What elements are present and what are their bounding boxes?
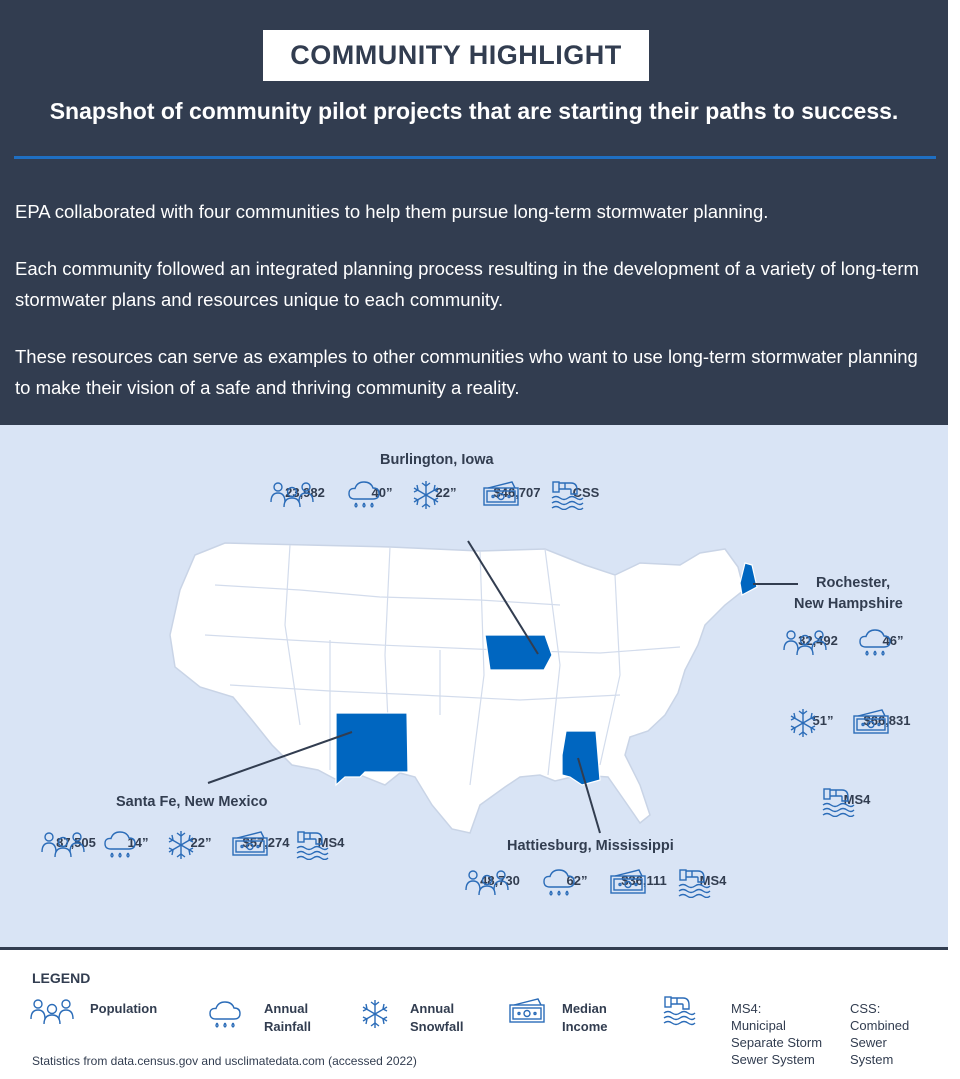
money-icon — [483, 481, 519, 506]
rainfall-icon — [859, 629, 891, 656]
santafe-income: $57,274 — [231, 830, 301, 856]
money-icon — [610, 869, 646, 894]
legend-income-label-2: Income — [562, 1019, 608, 1034]
legend-css-line3: Sewer — [850, 1035, 887, 1050]
snowflake-icon — [362, 999, 388, 1029]
burlington-population: 23,982 — [270, 480, 340, 508]
rochester-income: $66,831 — [852, 708, 922, 734]
santafe-population: 87,505 — [41, 830, 111, 858]
state-new-hampshire — [739, 562, 758, 596]
sewer-pipe-icon — [678, 869, 711, 898]
hattiesburg-title: Hattiesburg, Mississippi — [507, 838, 674, 854]
rochester-rainfall: 46” — [858, 628, 928, 656]
rochester-title-line1: Rochester, — [816, 575, 891, 591]
sewer-pipe-icon — [822, 788, 855, 817]
legend-ms4-line3: Separate Storm — [731, 1035, 823, 1050]
burlington-snowfall-value: 22” — [435, 485, 457, 500]
burlington-income: $46,707 — [482, 480, 552, 506]
legend-css-title: CSS: — [850, 1001, 881, 1016]
legend-css-line2: Combined — [850, 1018, 910, 1033]
callout-lines — [207, 540, 798, 834]
sewer-pipe-icon — [296, 831, 329, 860]
rainfall-icon — [209, 1001, 241, 1028]
snowflake-icon — [790, 708, 816, 738]
sewer-pipe-icon — [663, 996, 696, 1026]
rainfall-icon — [104, 831, 136, 858]
legend-population-label: Population — [90, 1001, 158, 1016]
hattiesburg-system: MS4 — [678, 868, 748, 898]
santafe-rainfall: 14” — [103, 830, 173, 858]
state-iowa — [484, 634, 553, 671]
sewer-pipe-icon — [551, 481, 584, 510]
burlington-system-value: CSS — [572, 485, 600, 500]
legend-snowfall-label-1: Annual — [410, 1001, 455, 1016]
legend-income-label-1: Median — [562, 1001, 607, 1016]
rochester-system: MS4 — [822, 787, 892, 817]
badge-text: COMMUNITY HIGHLIGHT — [290, 40, 622, 70]
legend-ms4-title: MS4: — [731, 1001, 762, 1016]
hattiesburg-system-value: MS4 — [699, 873, 727, 888]
state-new-mexico — [335, 712, 409, 787]
state-borders — [204, 544, 681, 786]
rochester-system-value: MS4 — [843, 792, 871, 807]
map-panel: Burlington, Iowa 23,982 40” 22” $46,707 … — [0, 425, 948, 949]
population-icon — [270, 482, 314, 508]
santafe-system: MS4 — [296, 830, 366, 860]
santafe-system-value: MS4 — [317, 835, 345, 850]
rochester-title-line2: New Hampshire — [794, 596, 903, 612]
money-icon — [853, 709, 889, 734]
page-subtitle: Snapshot of community pilot projects tha… — [49, 98, 899, 124]
burlington-title: Burlington, Iowa — [380, 452, 494, 468]
burlington-snowfall: 22” — [411, 480, 481, 510]
rochester-population: 32,492 — [783, 628, 853, 656]
santafe-snowfall: 22” — [166, 830, 236, 860]
legend-css-line4: System — [850, 1052, 894, 1067]
santafe-income-value: $57,274 — [242, 835, 290, 850]
burlington-income-value: $46,707 — [493, 485, 541, 500]
map-bottom-divider — [0, 947, 948, 950]
rainfall-icon — [543, 869, 575, 896]
rochester-snowfall-value: 51” — [812, 713, 834, 728]
rochester-snowfall: 51” — [788, 708, 858, 738]
state-mississippi — [561, 730, 601, 786]
legend-ms4-line4: Sewer System — [731, 1052, 815, 1067]
rochester-income-value: $66,831 — [863, 713, 911, 728]
legend-ms4-line2: Municipal — [731, 1018, 786, 1033]
santafe-snowfall-value: 22” — [190, 835, 212, 850]
money-icon — [509, 998, 545, 1023]
legend-snowfall-label-2: Snowfall — [410, 1019, 464, 1034]
us-outline — [169, 542, 745, 834]
snowflake-icon — [413, 480, 439, 510]
resources-paragraph: These resources can serve as examples to… — [15, 346, 918, 398]
us-map — [169, 540, 798, 834]
hattiesburg-population: 48,730 — [465, 868, 535, 896]
money-icon — [232, 831, 268, 856]
intro-paragraph: EPA collaborated with four communities t… — [15, 201, 769, 222]
legend-title: LEGEND — [32, 970, 91, 986]
source-note: Statistics from data.census.gov and uscl… — [32, 1054, 417, 1068]
rainfall-icon — [348, 481, 380, 508]
process-paragraph: Each community followed an integrated pl… — [15, 258, 919, 310]
header-divider — [14, 156, 936, 159]
hattiesburg-rainfall: 62” — [542, 868, 612, 896]
santafe-title: Santa Fe, New Mexico — [116, 794, 268, 810]
population-icon — [30, 999, 74, 1025]
population-icon — [41, 832, 85, 858]
hattiesburg-income: $36,111 — [609, 868, 679, 894]
population-icon — [465, 870, 509, 896]
legend-rainfall-label-2: Rainfall — [264, 1019, 311, 1034]
legend: LEGEND Population Annual Rainfall Annual… — [0, 952, 948, 1079]
header-panel: COMMUNITY HIGHLIGHT Snapshot of communit… — [0, 0, 948, 425]
population-icon — [783, 630, 827, 656]
burlington-system: CSS — [551, 480, 621, 510]
hattiesburg-income-value: $36,111 — [621, 873, 667, 888]
snowflake-icon — [168, 830, 194, 860]
legend-rainfall-label-1: Annual — [264, 1001, 309, 1016]
section-badge: COMMUNITY HIGHLIGHT — [263, 30, 649, 81]
burlington-rainfall: 40” — [347, 480, 417, 508]
